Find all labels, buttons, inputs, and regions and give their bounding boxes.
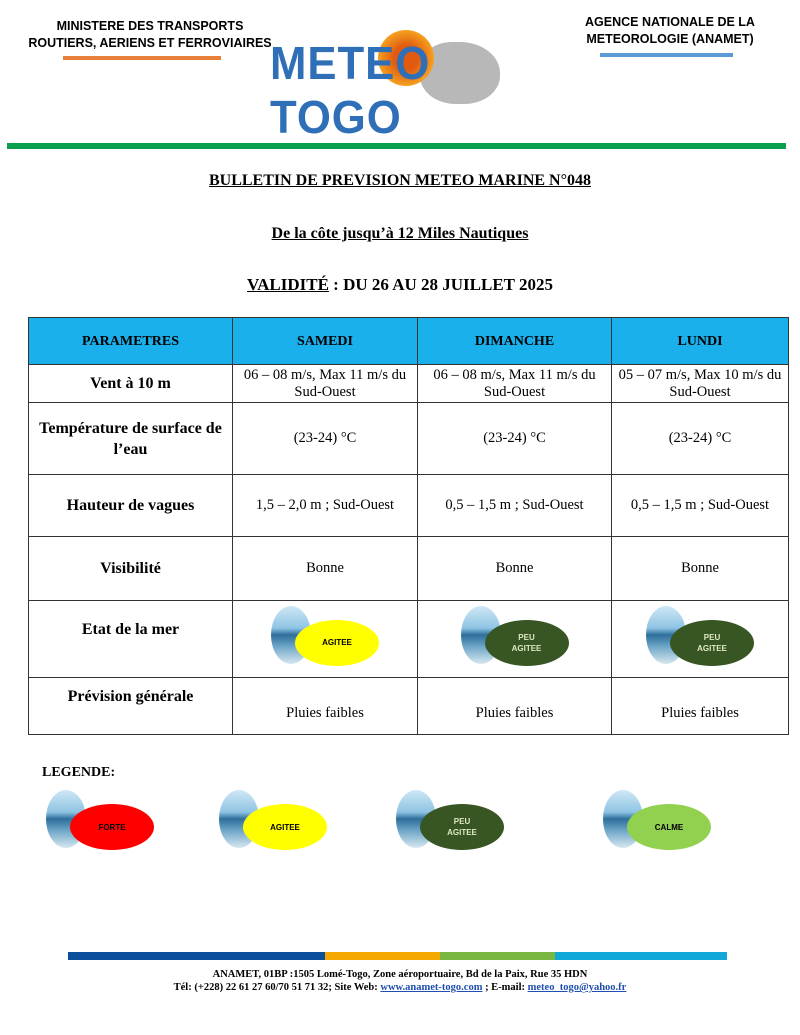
ministry-line-2: ROUTIERS, AERIENS ET FERROVIAIRES <box>28 36 272 50</box>
validity-label: VALIDITÉ <box>247 275 329 294</box>
cell-value: 0,5 – 1,5 m ; Sud-Ouest <box>417 474 612 537</box>
zone-subtitle: De la côte jusqu’à 12 Miles Nautiques <box>271 225 529 242</box>
sea-state-badge: PEU AGITEE <box>455 605 575 668</box>
cell-value: Bonne <box>232 536 418 601</box>
legend-title: LEGENDE: <box>42 765 116 780</box>
cell-value: 0,5 – 1,5 m ; Sud-Ouest <box>611 474 789 537</box>
cell-value: Bonne <box>417 536 612 601</box>
ministry-name: MINISTERE DES TRANSPORTS ROUTIERS, AERIE… <box>20 18 280 52</box>
cell-value: (23-24) °C <box>417 402 612 475</box>
cell-value: Pluies faibles <box>232 677 418 735</box>
ministry-line-1: MINISTERE DES TRANSPORTS <box>56 19 244 33</box>
footer-phone: Tél: (+228) 22 61 27 60/70 51 71 32; Sit… <box>173 982 381 993</box>
legend-item-peu-agitee: PEU AGITEE <box>390 790 510 852</box>
table-header-row: PARAMETRES SAMEDI DIMANCHE LUNDI <box>28 317 789 365</box>
validity: VALIDITÉ : DU 26 AU 28 JUILLET 2025 <box>0 275 800 295</box>
agency-line-2: METEOROLOGIE (ANAMET) <box>586 32 754 46</box>
cell-value: (23-24) °C <box>232 402 418 475</box>
sea-state-label: PEU AGITEE <box>670 619 754 666</box>
website-link[interactable]: www.anamet-togo.com <box>380 982 483 993</box>
email-label: ; E-mail: <box>482 982 528 993</box>
legend-item-agitee: AGITEE <box>213 790 333 852</box>
table-row: Hauteur de vagues 1,5 – 2,0 m ; Sud-Oues… <box>28 474 789 537</box>
sun-icon <box>378 30 434 86</box>
header-divider <box>7 143 786 149</box>
legend-label: FORTE <box>70 804 154 850</box>
header-parametres: PARAMETRES <box>28 317 233 365</box>
param-label: Température de surface de l’eau <box>28 402 233 475</box>
legend-label: CALME <box>627 804 711 850</box>
sea-state-cell: PEU AGITEE <box>417 600 612 678</box>
footer-bar-green <box>440 952 555 960</box>
param-label: Prévision générale <box>28 677 233 735</box>
legend-item-calme: CALME <box>597 790 717 852</box>
param-label: Hauteur de vagues <box>28 474 233 537</box>
ministry-underline <box>63 56 221 60</box>
cell-value: Bonne <box>611 536 789 601</box>
email-link[interactable]: meteo_togo@yahoo.fr <box>527 982 627 993</box>
table-row: Vent à 10 m 06 – 08 m/s, Max 11 m/s du S… <box>28 364 789 403</box>
param-label: Etat de la mer <box>28 600 233 678</box>
param-label: Visibilité <box>28 536 233 601</box>
table-row: Visibilité Bonne Bonne Bonne <box>28 536 789 601</box>
cell-value: 06 – 08 m/s, Max 11 m/s du Sud-Ouest <box>417 364 612 403</box>
footer-bar-orange <box>325 952 440 960</box>
cell-value: 1,5 – 2,0 m ; Sud-Ouest <box>232 474 418 537</box>
footer-bar-blue <box>68 952 325 960</box>
sea-state-badge: AGITEE <box>265 605 385 668</box>
table-row: Température de surface de l’eau (23-24) … <box>28 402 789 475</box>
validity-value: : DU 26 AU 28 JUILLET 2025 <box>328 275 553 294</box>
table-row: Prévision générale Pluies faibles Pluies… <box>28 677 789 735</box>
param-label: Vent à 10 m <box>28 364 233 403</box>
forecast-table: PARAMETRES SAMEDI DIMANCHE LUNDI Vent à … <box>28 317 789 735</box>
footer-bar-cyan <box>555 952 727 960</box>
cell-value: 06 – 08 m/s, Max 11 m/s du Sud-Ouest <box>232 364 418 403</box>
table-row: Etat de la mer AGITEE PEU AGITEE PEU AGI… <box>28 600 789 678</box>
sea-state-badge: PEU AGITEE <box>640 605 760 668</box>
legend-label: AGITEE <box>243 804 327 850</box>
cell-value: 05 – 07 m/s, Max 10 m/s du Sud-Ouest <box>611 364 789 403</box>
legend-label: PEU AGITEE <box>420 804 504 850</box>
cell-value: Pluies faibles <box>611 677 789 735</box>
bulletin-title: BULLETIN DE PREVISION METEO MARINE N°048 <box>208 172 591 189</box>
logo-text: METEO TOGO <box>270 37 431 143</box>
agency-line-1: AGENCE NATIONALE DE LA <box>585 15 755 29</box>
agency-name: AGENCE NATIONALE DE LA METEOROLOGIE (ANA… <box>560 14 780 48</box>
footer-contact: Tél: (+228) 22 61 27 60/70 51 71 32; Sit… <box>0 981 800 994</box>
header-samedi: SAMEDI <box>232 317 418 365</box>
sea-state-label: PEU AGITEE <box>484 619 569 666</box>
agency-underline <box>600 53 733 57</box>
legend-item-forte: FORTE <box>40 790 160 852</box>
sea-state-label: AGITEE <box>295 619 379 666</box>
header-dimanche: DIMANCHE <box>417 317 612 365</box>
footer-address: ANAMET, 01BP :1505 Lomé-Togo, Zone aérop… <box>212 969 588 980</box>
meteo-togo-logo: METEO TOGO <box>270 28 570 143</box>
header-lundi: LUNDI <box>611 317 789 365</box>
sea-state-cell: AGITEE <box>232 600 418 678</box>
cell-value: Pluies faibles <box>417 677 612 735</box>
cell-value: (23-24) °C <box>611 402 789 475</box>
sea-state-cell: PEU AGITEE <box>611 600 789 678</box>
